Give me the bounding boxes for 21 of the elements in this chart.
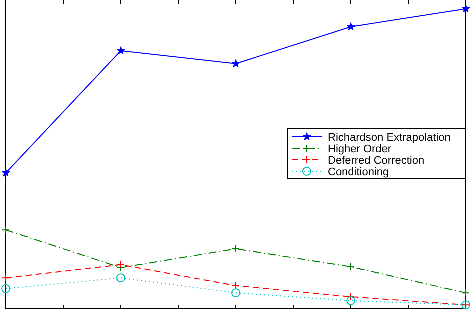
point <box>2 168 10 177</box>
point <box>116 46 126 55</box>
point <box>347 293 355 301</box>
point <box>346 22 356 31</box>
point <box>2 284 10 294</box>
point <box>232 245 240 253</box>
point <box>232 59 240 68</box>
point <box>462 4 470 13</box>
point <box>2 274 10 282</box>
legend-label: Deferred Correction <box>328 155 425 167</box>
legend-label: Richardson Extrapolation <box>328 132 451 144</box>
point <box>232 282 240 290</box>
point <box>117 260 125 269</box>
legend-label: Conditioning <box>328 166 390 178</box>
point <box>347 263 355 271</box>
point <box>116 274 126 283</box>
point <box>462 289 470 298</box>
point <box>232 288 240 298</box>
point <box>346 296 356 306</box>
legend-label: Higher Order <box>328 144 392 156</box>
point <box>2 226 10 234</box>
